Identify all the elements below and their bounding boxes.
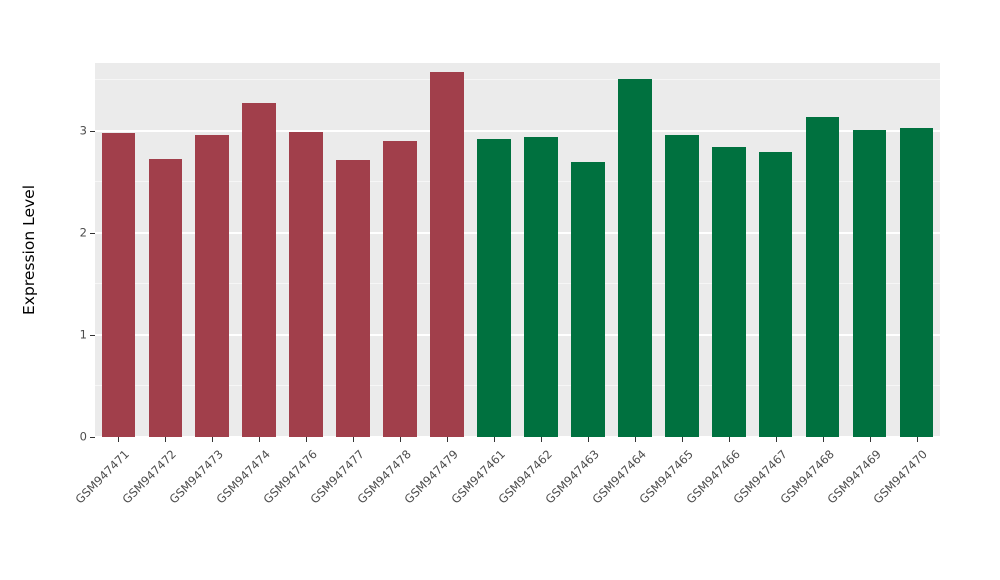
x-tick-mark [775, 437, 777, 442]
x-tick-mark [869, 437, 871, 442]
y-tick-mark [90, 131, 95, 133]
bar-slot [564, 63, 611, 437]
y-tick-label: 0 [79, 429, 87, 444]
bar-GSM947465 [664, 135, 699, 437]
bar-slot [330, 63, 377, 437]
x-tick-mark [400, 437, 402, 442]
y-tick-mark [90, 437, 95, 438]
bar-GSM947466 [711, 146, 746, 437]
gridline-major [95, 130, 940, 133]
x-tick-mark [540, 437, 542, 442]
bar-slot [283, 63, 330, 437]
bar-GSM947463 [570, 161, 605, 437]
bar-slot [517, 63, 564, 437]
x-tick-mark [822, 437, 824, 442]
x-tick-mark [118, 437, 120, 442]
x-tick-mark [306, 437, 308, 442]
bar-GSM947467 [758, 151, 793, 437]
gridline-major [95, 436, 940, 438]
x-tick-mark [587, 437, 589, 442]
gridline-minor [95, 385, 940, 387]
gridline-minor [95, 283, 940, 285]
bar-slot [95, 63, 142, 437]
y-tick-label: 3 [79, 123, 87, 138]
bar-slot [705, 63, 752, 437]
bar-slot [424, 63, 471, 437]
x-tick-mark [494, 437, 496, 442]
x-tick-mark [212, 437, 214, 442]
y-tick-mark [90, 233, 95, 235]
bar-slot [189, 63, 236, 437]
bars [95, 63, 940, 437]
bar-slot [893, 63, 940, 437]
bar-slot [471, 63, 518, 437]
gridline-minor [95, 181, 940, 183]
bar-slot [377, 63, 424, 437]
bar-GSM947478 [383, 141, 417, 437]
y-tick-label: 1 [79, 327, 87, 342]
bar-GSM947468 [805, 117, 840, 437]
bar-GSM947461 [477, 139, 511, 437]
bar-GSM947471 [101, 133, 136, 437]
gridline-minor [95, 79, 940, 81]
x-tick-mark [447, 437, 449, 442]
x-tick-mark [259, 437, 261, 442]
bar-GSM947462 [524, 137, 558, 437]
plot-panel [95, 63, 940, 438]
bar-GSM947473 [195, 135, 230, 437]
bar-slot [658, 63, 705, 437]
bar-GSM947479 [430, 72, 464, 437]
y-axis-title-text: Expression Level [20, 185, 38, 315]
x-tick-mark [353, 437, 355, 442]
y-axis-title: Expression Level [14, 63, 44, 437]
x-tick-mark [728, 437, 730, 442]
bar-GSM947469 [852, 130, 887, 437]
x-tick-mark [916, 437, 918, 442]
y-tick-mark [90, 335, 95, 337]
bar-GSM947464 [617, 79, 652, 437]
bar-slot [799, 63, 846, 437]
bar-slot [611, 63, 658, 437]
bar-slot [142, 63, 189, 437]
bar-slot [846, 63, 893, 437]
bar-slot [752, 63, 799, 437]
bar-GSM947476 [289, 132, 324, 437]
gridline-major [95, 232, 940, 235]
y-tick-label: 2 [79, 225, 87, 240]
bar-GSM947472 [148, 158, 183, 437]
x-tick-mark [681, 437, 683, 442]
bar-slot [236, 63, 283, 437]
x-tick-mark [165, 437, 167, 442]
bar-GSM947477 [336, 159, 371, 437]
bar-GSM947474 [242, 102, 277, 437]
x-tick-mark [634, 437, 636, 442]
gridline-major [95, 334, 940, 337]
bar-GSM947470 [899, 128, 934, 437]
